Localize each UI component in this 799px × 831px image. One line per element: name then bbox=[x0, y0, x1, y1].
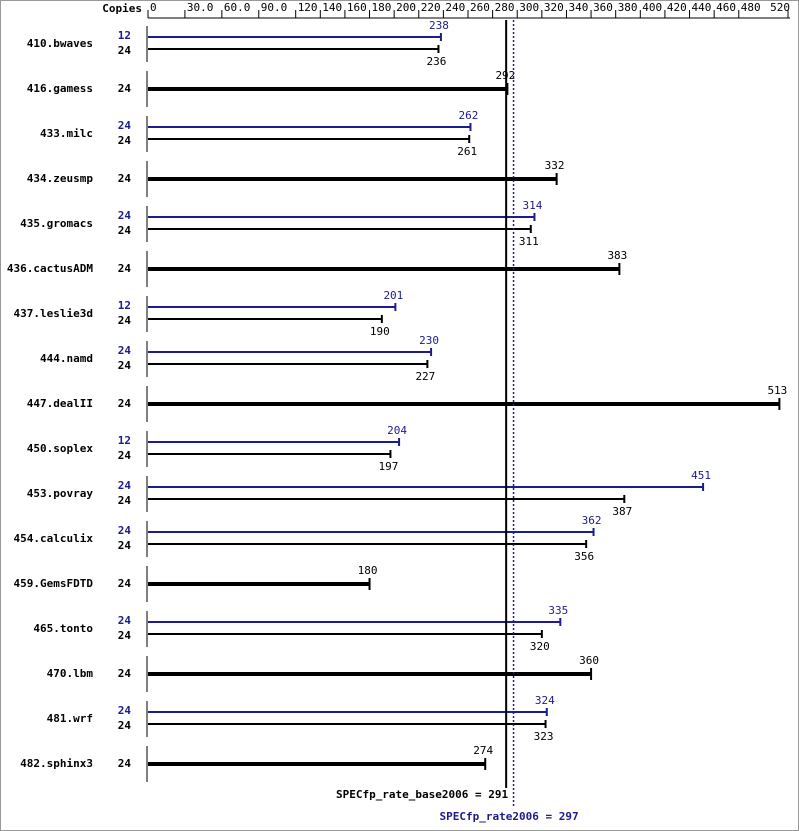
base-copies: 24 bbox=[118, 314, 132, 327]
x-tick-label: 220 bbox=[421, 1, 441, 14]
benchmark-name: 453.povray bbox=[27, 487, 94, 500]
peak-copies: 12 bbox=[118, 29, 131, 42]
x-tick-label: 90.0 bbox=[261, 1, 288, 14]
base-value: 320 bbox=[530, 640, 550, 653]
base-value: 190 bbox=[370, 325, 390, 338]
x-tick-label: 30.0 bbox=[187, 1, 214, 14]
base-copies: 24 bbox=[118, 494, 132, 507]
x-tick-label: 400 bbox=[642, 1, 662, 14]
peak-copies: 24 bbox=[118, 524, 132, 537]
x-tick-label: 140 bbox=[322, 1, 342, 14]
x-tick-label: 280 bbox=[495, 1, 515, 14]
x-tick-label: 360 bbox=[593, 1, 613, 14]
x-tick-label: 440 bbox=[692, 1, 712, 14]
x-tick-label: 240 bbox=[445, 1, 465, 14]
benchmark-name: 450.soplex bbox=[27, 442, 94, 455]
x-tick-label: 320 bbox=[544, 1, 564, 14]
peak-copies: 24 bbox=[118, 119, 132, 132]
base-value: 236 bbox=[427, 55, 447, 68]
base-copies: 24 bbox=[118, 44, 132, 57]
benchmark-name: 410.bwaves bbox=[27, 37, 93, 50]
base-reference-label: SPECfp_rate_base2006 = 291 bbox=[336, 788, 509, 801]
x-tick-label: 160 bbox=[347, 1, 367, 14]
peak-value: 314 bbox=[523, 199, 543, 212]
peak-value: 335 bbox=[548, 604, 568, 617]
peak-reference-label: SPECfp_rate2006 = 297 bbox=[440, 810, 579, 823]
benchmark-name: 416.gamess bbox=[27, 82, 93, 95]
peak-copies: 24 bbox=[118, 344, 132, 357]
base-value: 513 bbox=[767, 384, 787, 397]
benchmark-name: 465.tonto bbox=[33, 622, 93, 635]
x-tick-label: 420 bbox=[667, 1, 687, 14]
benchmark-name: 470.lbm bbox=[47, 667, 94, 680]
base-value: 197 bbox=[379, 460, 399, 473]
peak-value: 262 bbox=[459, 109, 479, 122]
base-value: 274 bbox=[473, 744, 493, 757]
base-copies: 24 bbox=[118, 667, 132, 680]
benchmark-name: 435.gromacs bbox=[20, 217, 93, 230]
benchmark-name: 437.leslie3d bbox=[14, 307, 93, 320]
x-tick-label: 480 bbox=[741, 1, 761, 14]
base-value: 332 bbox=[545, 159, 565, 172]
x-tick-label: 0 bbox=[150, 1, 157, 14]
peak-value: 230 bbox=[419, 334, 439, 347]
base-value: 383 bbox=[607, 249, 627, 262]
base-copies: 24 bbox=[118, 82, 132, 95]
base-copies: 24 bbox=[118, 397, 132, 410]
base-copies: 24 bbox=[118, 449, 132, 462]
base-copies: 24 bbox=[118, 359, 132, 372]
x-tick-label: 380 bbox=[618, 1, 638, 14]
base-copies: 24 bbox=[118, 539, 132, 552]
base-copies: 24 bbox=[118, 262, 132, 275]
peak-copies: 24 bbox=[118, 704, 132, 717]
x-tick-label: 460 bbox=[716, 1, 736, 14]
base-copies: 24 bbox=[118, 172, 132, 185]
base-copies: 24 bbox=[118, 629, 132, 642]
peak-value: 204 bbox=[387, 424, 407, 437]
base-value: 356 bbox=[574, 550, 594, 563]
x-tick-label: 120 bbox=[298, 1, 318, 14]
x-tick-label: 260 bbox=[470, 1, 490, 14]
benchmark-name: 454.calculix bbox=[14, 532, 94, 545]
peak-value: 201 bbox=[383, 289, 403, 302]
benchmark-name: 436.cactusADM bbox=[7, 262, 93, 275]
peak-copies: 24 bbox=[118, 479, 132, 492]
base-value: 261 bbox=[457, 145, 477, 158]
benchmark-name: 482.sphinx3 bbox=[20, 757, 93, 770]
peak-value: 324 bbox=[535, 694, 555, 707]
benchmark-name: 444.namd bbox=[40, 352, 93, 365]
benchmark-name: 481.wrf bbox=[47, 712, 93, 725]
base-value: 387 bbox=[612, 505, 632, 518]
base-copies: 24 bbox=[118, 719, 132, 732]
benchmark-name: 434.zeusmp bbox=[27, 172, 94, 185]
x-tick-label: 340 bbox=[568, 1, 588, 14]
base-value: 311 bbox=[519, 235, 539, 248]
x-tick-label: 520 bbox=[770, 1, 790, 14]
base-value: 323 bbox=[534, 730, 554, 743]
x-tick-label: 60.0 bbox=[224, 1, 251, 14]
peak-copies: 12 bbox=[118, 434, 131, 447]
base-value: 227 bbox=[415, 370, 435, 383]
base-value: 360 bbox=[579, 654, 599, 667]
base-copies: 24 bbox=[118, 134, 132, 147]
copies-header: Copies bbox=[102, 2, 142, 15]
base-value: 180 bbox=[358, 564, 378, 577]
peak-value: 362 bbox=[582, 514, 602, 527]
peak-copies: 12 bbox=[118, 299, 131, 312]
peak-value: 451 bbox=[691, 469, 711, 482]
benchmark-name: 447.dealII bbox=[27, 397, 93, 410]
x-tick-label: 180 bbox=[372, 1, 392, 14]
x-tick-label: 200 bbox=[396, 1, 416, 14]
peak-copies: 24 bbox=[118, 614, 132, 627]
base-copies: 24 bbox=[118, 224, 132, 237]
base-copies: 24 bbox=[118, 757, 132, 770]
base-copies: 24 bbox=[118, 577, 132, 590]
benchmark-name: 433.milc bbox=[40, 127, 93, 140]
peak-copies: 24 bbox=[118, 209, 132, 222]
x-tick-label: 300 bbox=[519, 1, 539, 14]
benchmark-name: 459.GemsFDTD bbox=[14, 577, 94, 590]
peak-value: 238 bbox=[429, 19, 449, 32]
